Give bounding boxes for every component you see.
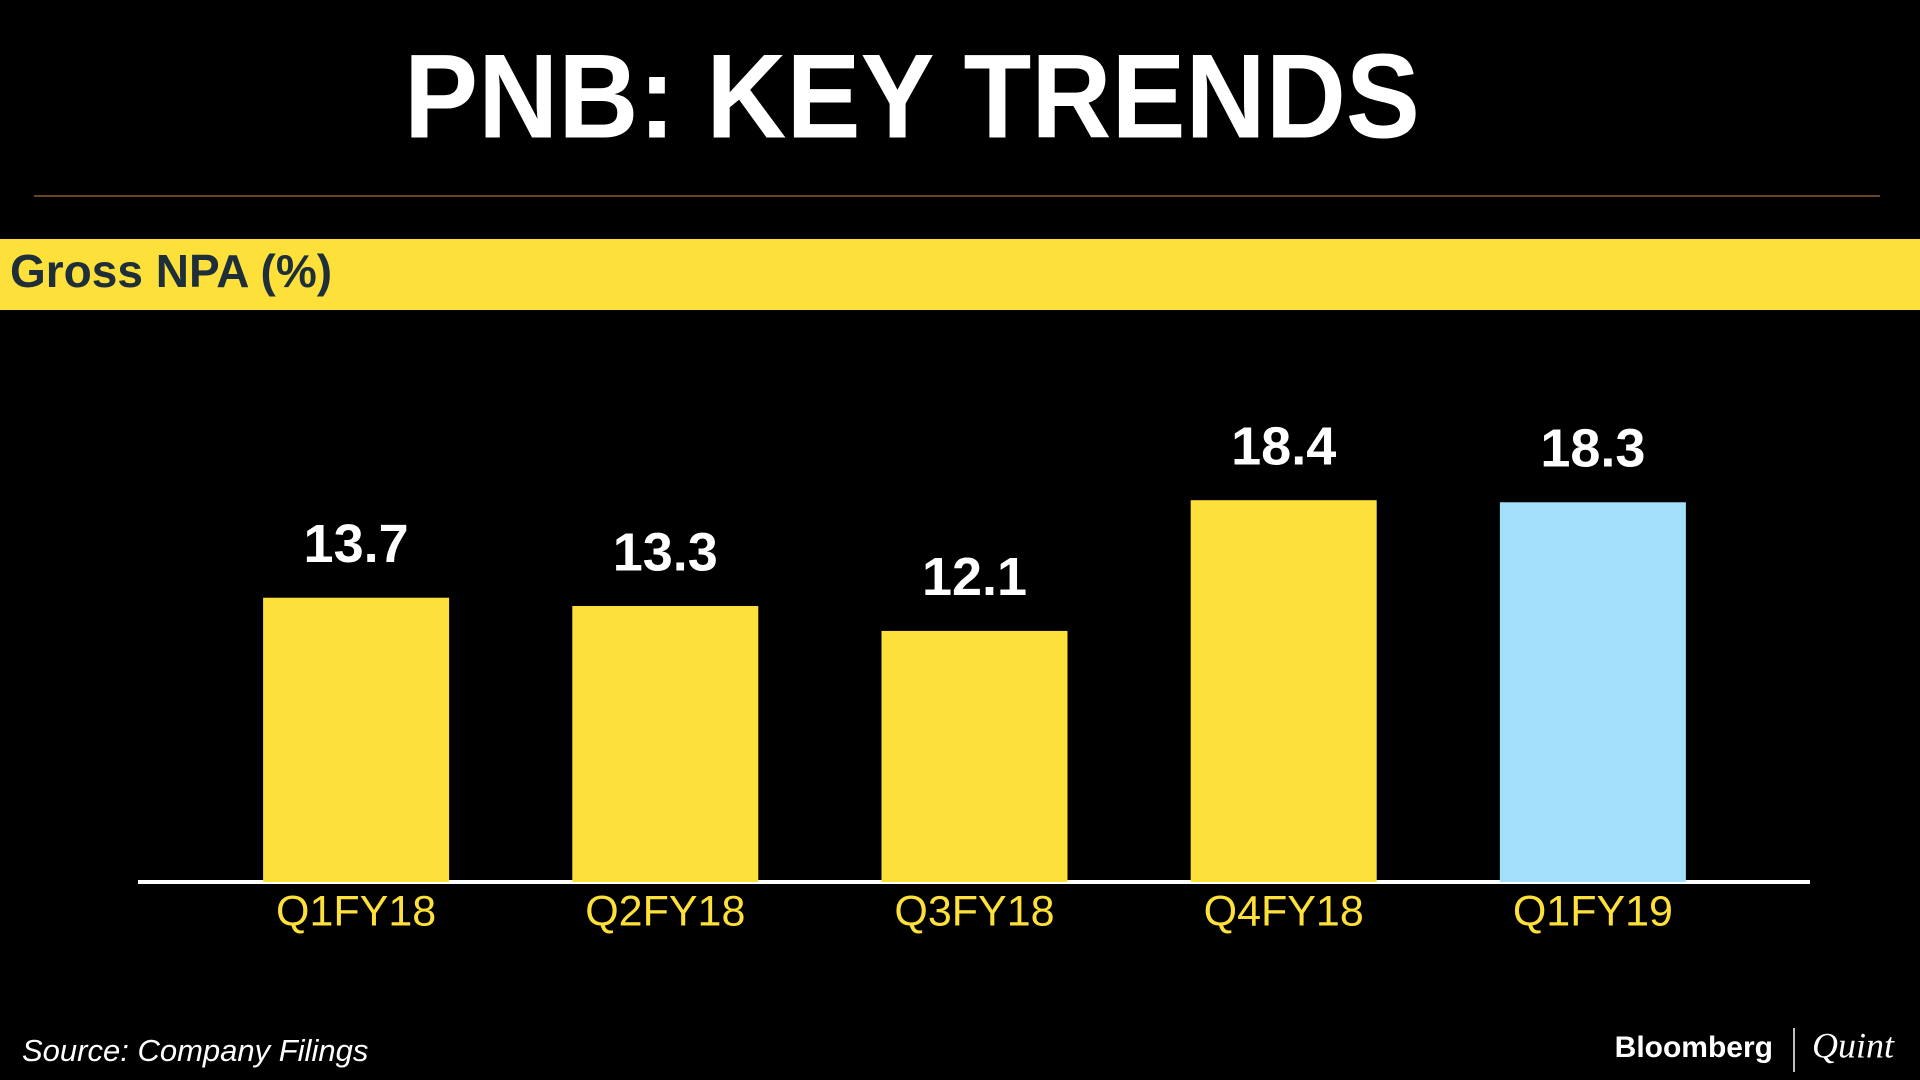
chart-subtitle: Gross NPA (%) <box>10 245 332 297</box>
bar <box>263 597 450 882</box>
bar <box>881 630 1068 882</box>
value-label: 12.1 <box>922 547 1027 607</box>
bar <box>1190 500 1377 882</box>
chart-title: PNB: KEY TRENDS <box>404 30 1420 164</box>
x-tick-label: Q2FY18 <box>585 887 745 935</box>
value-label: 13.7 <box>304 514 409 574</box>
bar <box>1499 502 1686 882</box>
x-tick-label: Q1FY18 <box>276 887 436 935</box>
brand-name: Bloomberg <box>1615 1031 1773 1064</box>
x-tick-label: Q4FY18 <box>1204 887 1364 935</box>
value-label: 13.3 <box>613 522 718 582</box>
value-label: 18.4 <box>1231 416 1336 476</box>
bar <box>572 606 759 882</box>
brand-name: Quint <box>1812 1025 1895 1065</box>
x-tick-label: Q3FY18 <box>894 887 1054 935</box>
value-label: 18.3 <box>1540 419 1645 479</box>
subtitle-band <box>0 239 1920 310</box>
x-tick-label: Q1FY19 <box>1513 887 1673 935</box>
source-note: Source: Company Filings <box>22 1033 368 1068</box>
